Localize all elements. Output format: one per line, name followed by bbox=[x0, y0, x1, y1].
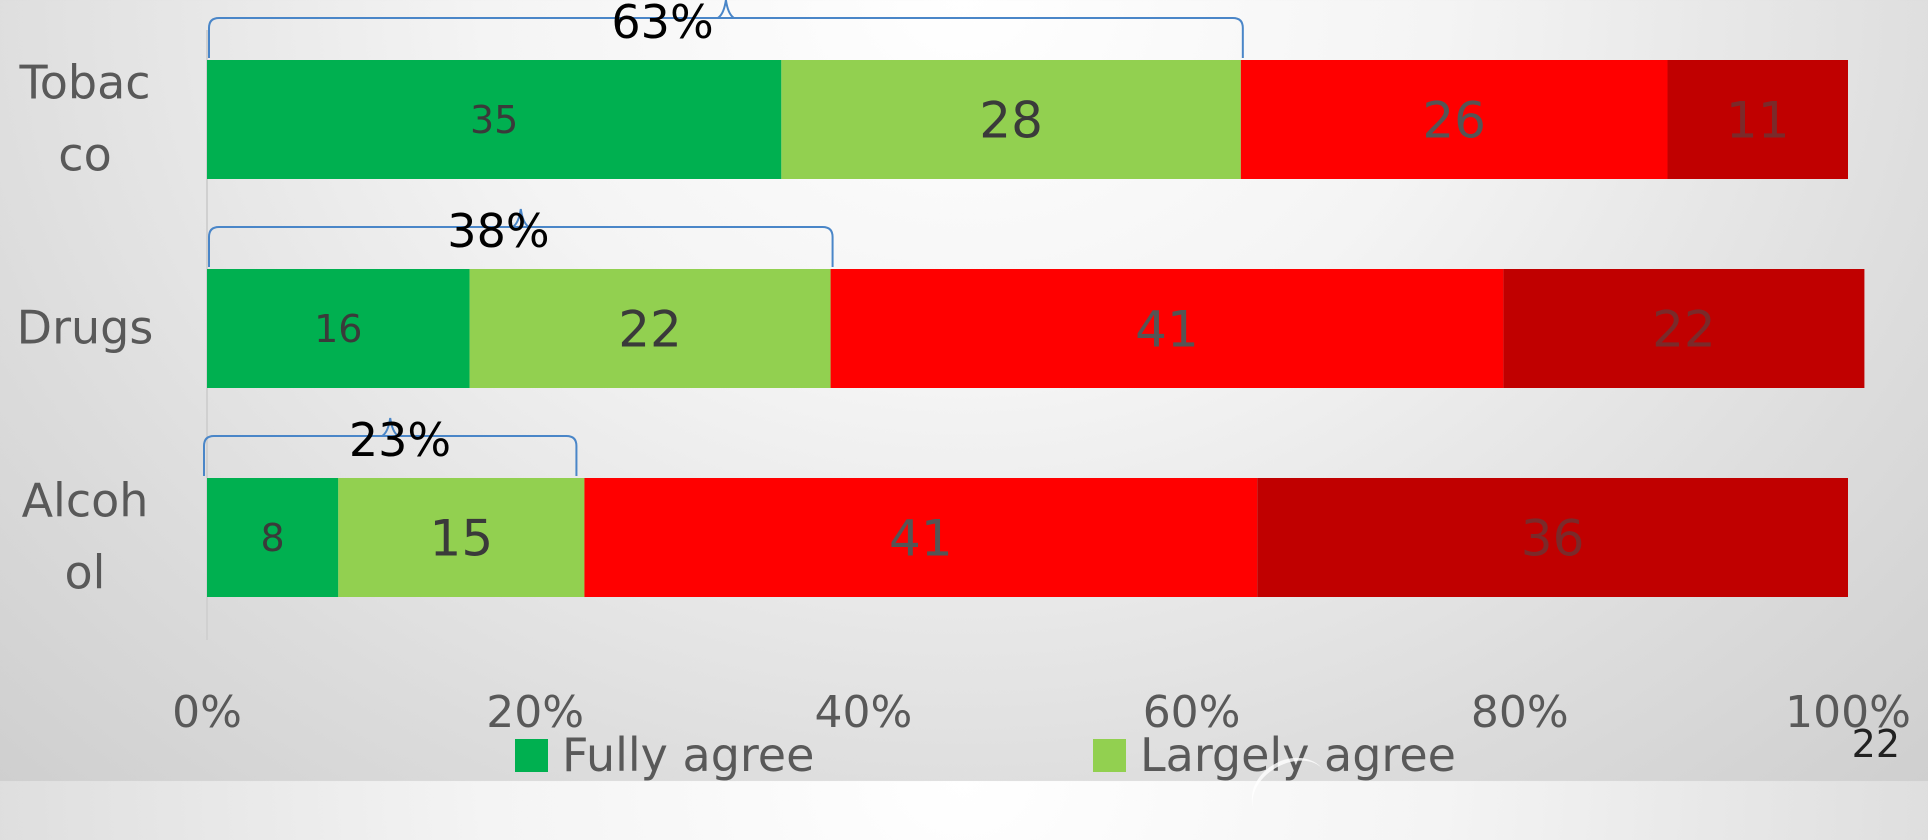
x-tick-label: 100% bbox=[1785, 687, 1911, 738]
legend-item-fully-agree: Fully agree bbox=[515, 728, 814, 782]
category-label: Drugs bbox=[17, 301, 154, 355]
category-label-line: Drugs bbox=[17, 301, 154, 355]
bar-segment bbox=[1503, 269, 1865, 388]
data-label: 15 bbox=[430, 510, 494, 568]
x-axis-ticks: 0% 20% 40% 60% 80% 100% bbox=[172, 687, 1911, 738]
legend-label-fully-agree: Fully agree bbox=[562, 728, 815, 782]
bracket bbox=[208, 226, 834, 267]
category-label-line: Alcoh bbox=[22, 474, 149, 528]
legend-label-largely-agree: Largely agree bbox=[1140, 728, 1456, 782]
data-label: 22 bbox=[618, 301, 682, 359]
stacked-bar-chart: Tobac co Drugs Alcoh ol 35 28 26 11 16 22 41 22 8 15 4… bbox=[17, 0, 1911, 738]
data-label: 16 bbox=[314, 307, 362, 351]
category-label-line: co bbox=[58, 128, 111, 182]
bar-segment bbox=[1240, 60, 1668, 179]
bracket bbox=[203, 435, 578, 476]
x-tick-label: 80% bbox=[1471, 687, 1569, 738]
x-tick-label: 60% bbox=[1143, 687, 1241, 738]
data-label: 41 bbox=[1135, 301, 1199, 359]
data-label: 22 bbox=[1652, 301, 1716, 359]
bar-segment bbox=[830, 269, 1504, 388]
bars-layer: 35 28 26 11 16 22 41 22 8 15 41 36 bbox=[207, 60, 1865, 597]
slide-number: 22 bbox=[1851, 722, 1900, 766]
bar-segment bbox=[207, 269, 470, 388]
x-tick-label: 0% bbox=[172, 687, 242, 738]
annotation-layer: 63% 38% 23% bbox=[203, 0, 1244, 476]
bar-segment bbox=[781, 60, 1241, 179]
bracket-tip bbox=[717, 0, 735, 19]
legend-swatch-fully-agree bbox=[515, 738, 548, 772]
data-label: 36 bbox=[1521, 510, 1585, 568]
bar-segment bbox=[1667, 60, 1848, 179]
legend: Fully agree Largely agree bbox=[0, 728, 1928, 782]
category-label-line: ol bbox=[65, 546, 106, 600]
data-label: 35 bbox=[470, 98, 518, 142]
category-label: Tobac co bbox=[18, 56, 150, 182]
annotation-label: 23% bbox=[349, 413, 451, 467]
category-label: Alcoh ol bbox=[22, 474, 149, 600]
x-tick-label: 20% bbox=[486, 687, 584, 738]
bar-segment bbox=[469, 269, 831, 388]
category-label-line: Tobac bbox=[18, 56, 150, 110]
annotation-label: 38% bbox=[447, 204, 549, 258]
bar-segment bbox=[338, 478, 585, 597]
legend-swatch-largely-agree bbox=[1093, 738, 1126, 772]
annotation-label: 63% bbox=[611, 0, 713, 49]
bar-segment bbox=[584, 478, 1258, 597]
data-label: 28 bbox=[979, 92, 1043, 150]
bar-segment bbox=[207, 478, 339, 597]
bracket-tip bbox=[381, 417, 399, 437]
bracket-tip bbox=[512, 208, 530, 228]
x-tick-label: 40% bbox=[815, 687, 913, 738]
bar-segment bbox=[207, 60, 782, 179]
data-label: 8 bbox=[261, 516, 285, 560]
bar-segment bbox=[1257, 478, 1848, 597]
data-label: 26 bbox=[1422, 92, 1486, 150]
data-label: 11 bbox=[1726, 92, 1790, 150]
bracket bbox=[208, 17, 1244, 58]
data-label: 41 bbox=[889, 510, 953, 568]
legend-item-largely-agree: Largely agree bbox=[1093, 728, 1456, 782]
axis-layer: Tobac co Drugs Alcoh ol bbox=[17, 30, 208, 640]
